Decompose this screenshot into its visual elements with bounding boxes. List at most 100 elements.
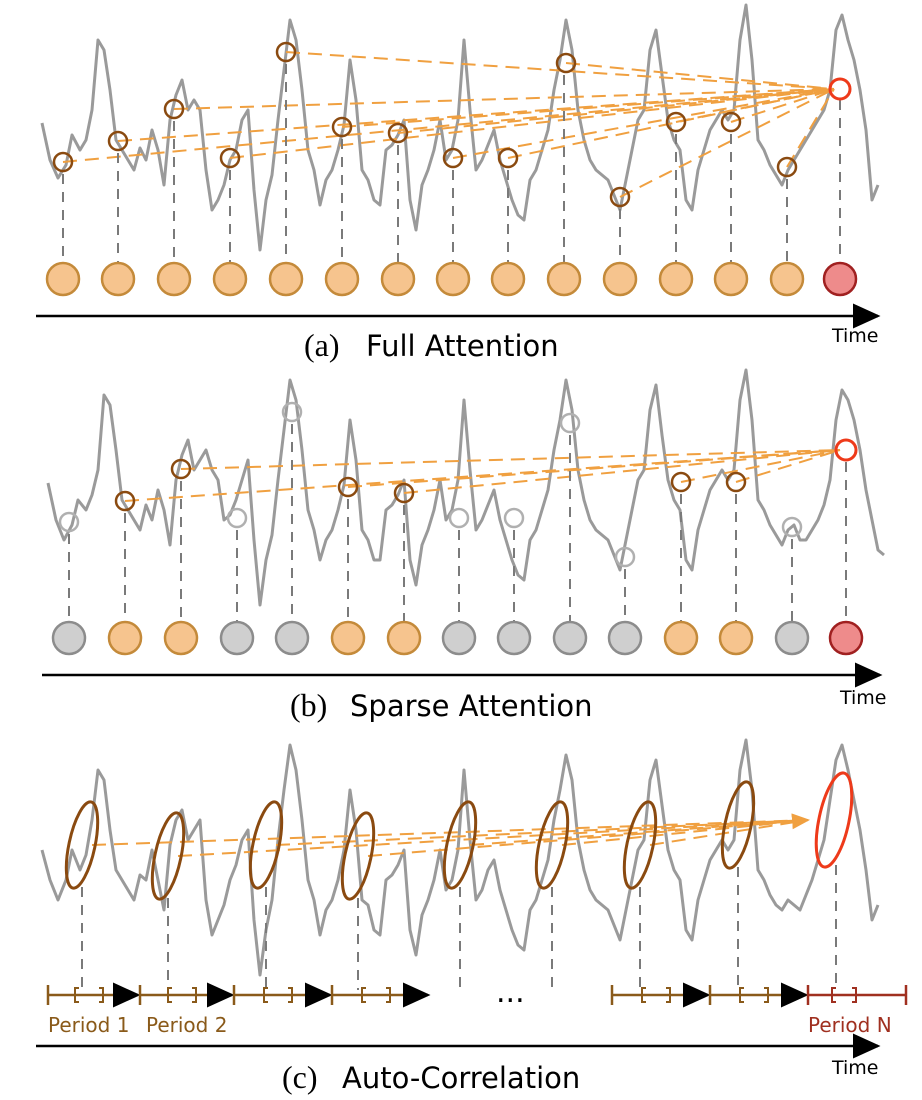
target-segment (814, 771, 854, 869)
key-token (100, 261, 136, 297)
sample-marker (497, 147, 519, 169)
period-bracket (46, 982, 141, 1008)
attention-links (124, 449, 841, 502)
sample-markers (58, 401, 858, 568)
bracket-right (852, 987, 857, 1003)
correlation-link (469, 819, 809, 846)
sample-marker (609, 186, 631, 208)
sample-marker (275, 41, 297, 63)
time-series-line (40, 738, 880, 977)
period-ellipsis: ... (496, 975, 525, 1010)
bracket-right (288, 987, 293, 1003)
key-token (713, 261, 749, 297)
period-bracket (138, 982, 235, 1008)
period-segment-markers (64, 771, 854, 901)
sample-marker (614, 546, 636, 568)
attention-link (619, 88, 835, 198)
attention-link (675, 88, 835, 123)
period-bracket (330, 982, 431, 1008)
attention-link (397, 88, 835, 134)
sample-marker (163, 98, 185, 120)
sample-marker (503, 507, 525, 529)
correlation-link (367, 819, 809, 857)
attention-link (117, 88, 835, 142)
sample-marker (281, 401, 303, 423)
attention-link (730, 88, 835, 123)
key-token (441, 620, 477, 656)
target-marker (828, 77, 852, 101)
sample-marker (670, 471, 692, 493)
bracket-right (764, 987, 769, 1003)
attention-link (347, 449, 841, 488)
key-token (156, 261, 192, 297)
attention-link (403, 449, 841, 494)
correlation-link (561, 819, 809, 846)
sample-marker (442, 147, 464, 169)
key-token (330, 620, 366, 656)
time-axis-label: Time (831, 325, 879, 347)
attention-link (565, 62, 835, 90)
bracket-left (641, 987, 646, 1003)
period-segment (622, 800, 658, 890)
sample-marker (387, 122, 409, 144)
key-token (219, 620, 255, 656)
token-row (45, 261, 858, 297)
period-segment (534, 800, 570, 890)
panel-sparse-attention: Time (b) Sparse Attention (42, 368, 887, 723)
projection-lines (81, 865, 837, 990)
sample-marker (331, 116, 353, 138)
attention-link (173, 88, 835, 110)
sample-marker (114, 490, 136, 512)
projection-lines (68, 424, 847, 622)
correlation-link (649, 819, 809, 846)
time-axis-label: Time (839, 687, 887, 709)
bracket-right (666, 987, 671, 1003)
key-token (51, 620, 87, 656)
sample-marker (720, 111, 742, 133)
key-token (718, 620, 754, 656)
panel-label-prefix: (c) (282, 1059, 318, 1095)
bracket-left (361, 987, 366, 1003)
attention-link (229, 88, 835, 159)
panel-full-attention: Time (a) Full Attention (36, 3, 881, 363)
sample-marker (555, 52, 577, 74)
sample-marker (226, 507, 248, 529)
bracket-right (99, 987, 104, 1003)
key-token (386, 620, 422, 656)
attention-link (124, 449, 841, 502)
time-series-line (40, 3, 880, 252)
bracket-left (739, 987, 744, 1003)
query-token (828, 620, 864, 656)
panel-auto-correlation: ... Period 1 Period 2 Period N Time (c) … (36, 738, 908, 1095)
period-bracket (708, 982, 809, 1008)
period-label-2: Period 2 (146, 1013, 227, 1037)
token-row (51, 620, 864, 656)
key-token (212, 261, 248, 297)
key-token (163, 620, 199, 656)
key-token (769, 261, 805, 297)
sample-marker (776, 156, 798, 178)
projection-lines (62, 64, 841, 262)
key-token (380, 261, 416, 297)
period-segment (64, 800, 100, 890)
period-bracket (610, 982, 711, 1008)
sample-marker (58, 511, 80, 533)
key-token (324, 261, 360, 297)
target-marker (834, 438, 858, 462)
sample-marker (559, 412, 581, 434)
key-token (490, 261, 526, 297)
period-segment (720, 780, 756, 870)
correlation-links (91, 813, 810, 857)
bracket-right (386, 987, 391, 1003)
key-token (663, 620, 699, 656)
query-token (822, 261, 858, 297)
key-token (658, 261, 694, 297)
attention-link (786, 88, 835, 168)
bracket-left (167, 987, 172, 1003)
panel-label-title: Auto-Correlation (342, 1061, 580, 1095)
attention-links (62, 51, 835, 198)
period-segment (442, 800, 478, 890)
period-segment (150, 811, 186, 901)
sample-marker (665, 111, 687, 133)
